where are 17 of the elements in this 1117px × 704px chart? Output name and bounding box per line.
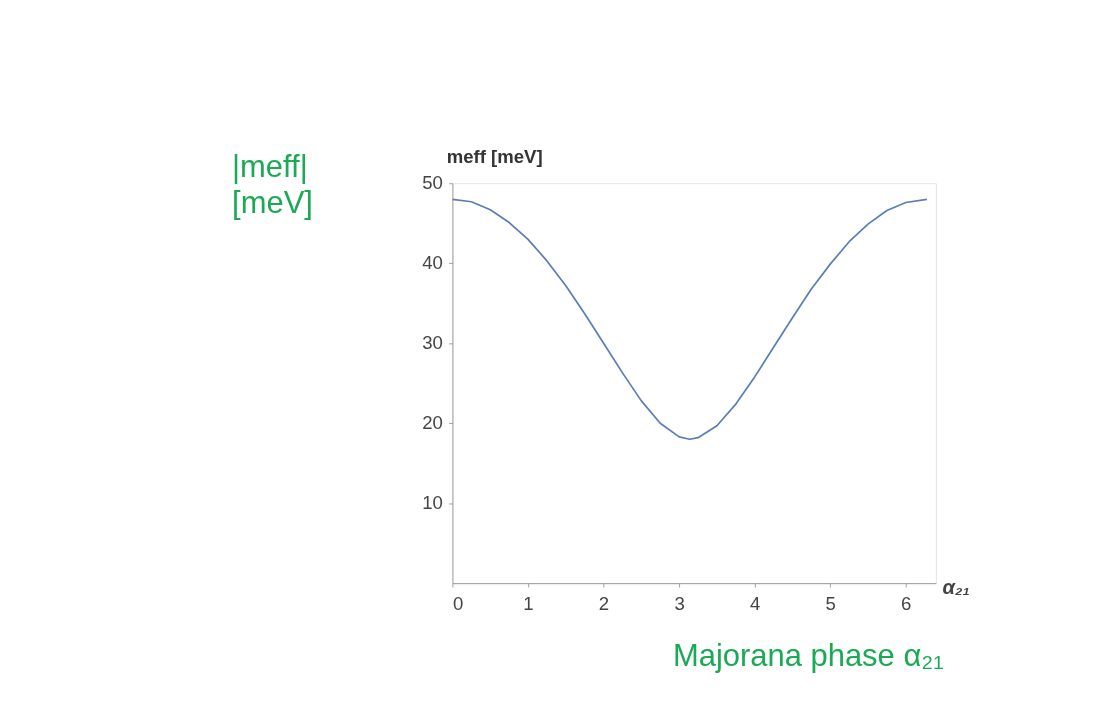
text: |meff| [meV] [232,149,313,220]
x-tick-label: 4 [749,592,761,614]
text: Majorana phase α₂₁ [672,638,944,674]
y-tick-label: 50 [422,172,443,194]
y-axis-title: meff [meV] [446,145,543,167]
line-series [451,198,928,441]
y-tick-label: 20 [422,412,443,434]
x-tick-label: 1 [523,592,534,614]
y-tick-label: 10 [422,492,443,514]
x-tick-label: 5 [825,592,836,614]
x-tick-label: 3 [674,592,685,614]
x-axis-title: α₂₁ [942,575,970,598]
x-tick-label: 2 [598,592,610,614]
y-tick-label: 30 [422,332,443,354]
y-tick-label: 40 [422,252,443,274]
x-tick-label: 6 [901,592,912,614]
x-tick-label: 0 [452,592,464,614]
